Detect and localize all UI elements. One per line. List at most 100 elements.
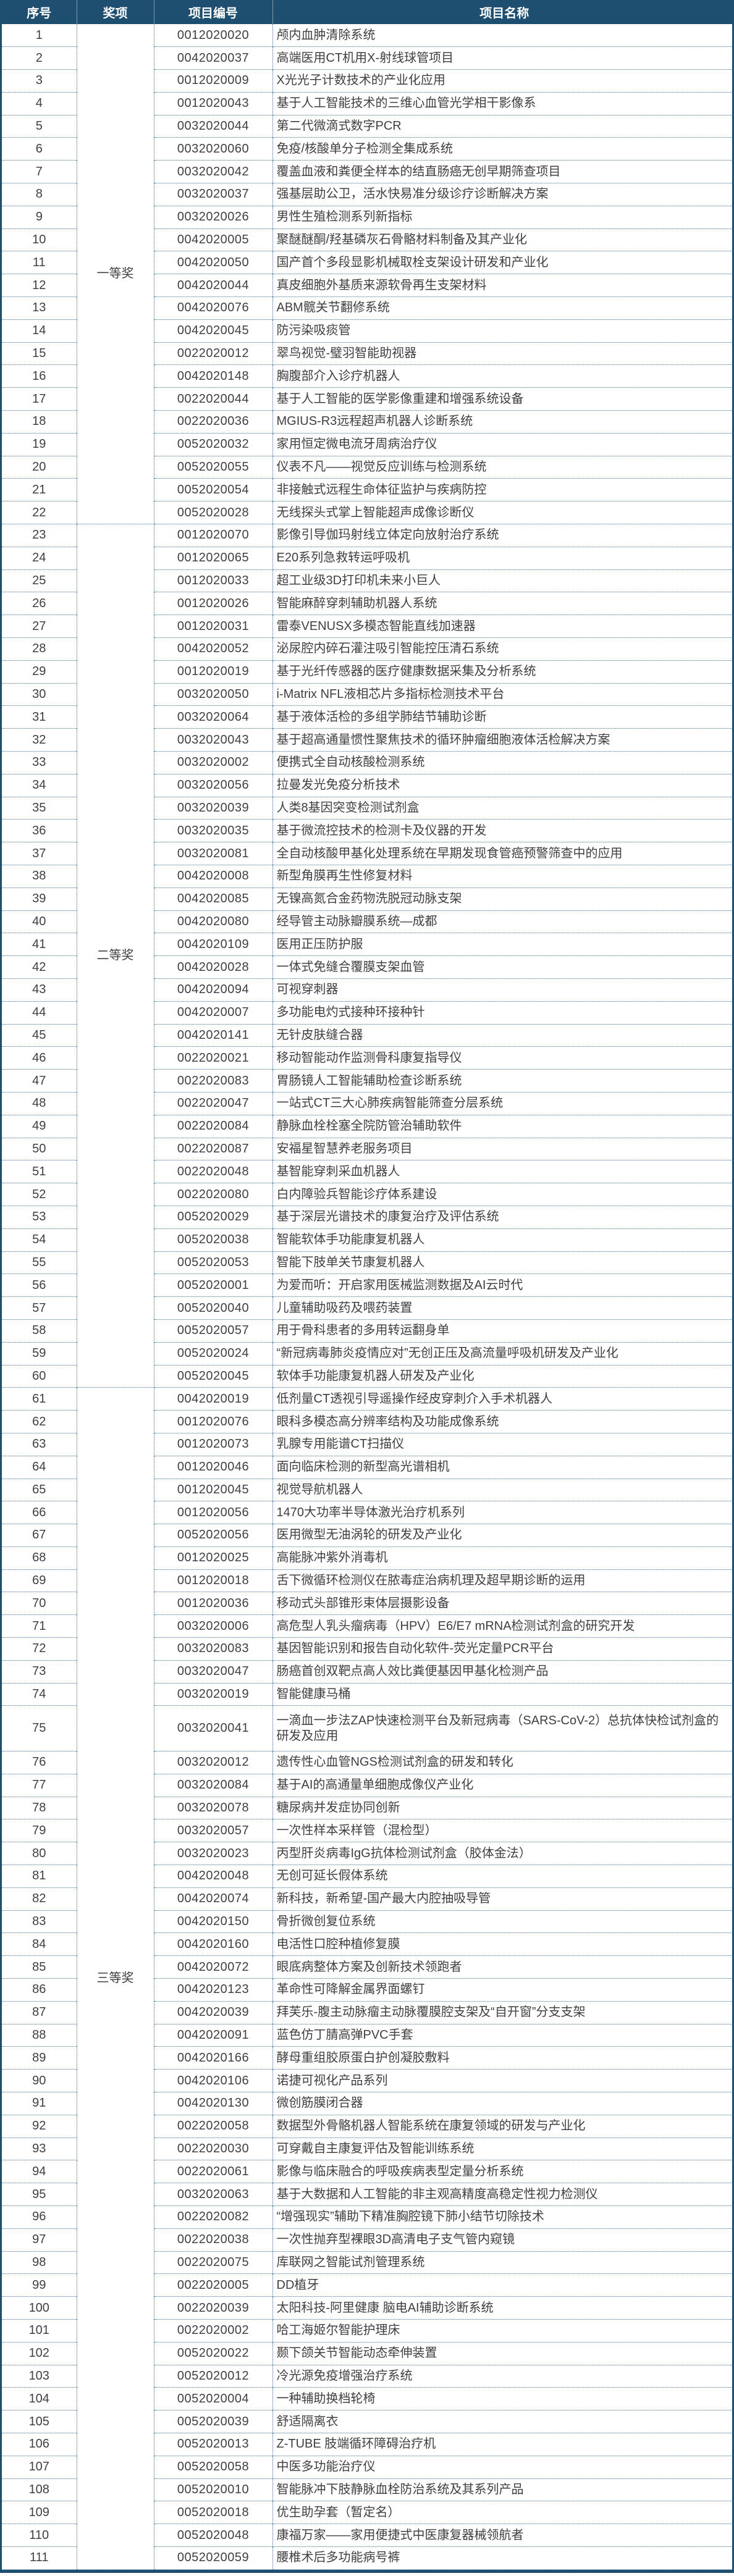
header-code: 项目编号 [153, 0, 272, 24]
table-row: 3 0012020009 X光光子计数技术的产业化应用 [2, 69, 734, 93]
table-row: 13 0042020076 ABM髋关节翻修系统 [2, 296, 734, 320]
project-name-cell: 真皮细胞外基质来源软骨再生支架材料 [272, 274, 734, 298]
table-row: 18 0022020036 MGIUS-R3远程超声机器人诊断系统 [2, 410, 734, 434]
serial-cell: 58 [2, 1319, 77, 1343]
project-code-cell: 0052020059 [153, 2546, 272, 2570]
project-name-cell: 一种辅助换档轮椅 [272, 2387, 734, 2411]
table-row: 56 0052020001 为爱而听：开启家用医械监测数据及AI云时代 [2, 1273, 734, 1298]
serial-cell: 96 [2, 2205, 77, 2229]
serial-cell: 78 [2, 1797, 77, 1820]
serial-cell: 13 [2, 296, 77, 320]
table-row: 80 0032020023 丙型肝炎病毒IgG抗体检测试剂盒（胶体金法） [2, 1842, 734, 1866]
award-group-cell: 一等奖 [76, 24, 154, 525]
table-row: 49 0022020084 静脉血栓栓塞全院防管治辅助软件 [2, 1115, 734, 1138]
project-name-cell: 医用微型无油涡轮的研发及产业化 [272, 1524, 734, 1547]
table-row: 71 0032020006 高危型人乳头瘤病毒（HPV）E6/E7 mRNA检测试剂… [2, 1614, 734, 1638]
table-row: 87 0042020039 拜芙乐-腹主动脉瘤主动脉覆膜腔支架及“自开窗”分支支架 [2, 2001, 734, 2024]
project-code-cell: 0042020019 [153, 1387, 272, 1411]
serial-cell: 38 [2, 865, 77, 888]
project-code-cell: 0012020033 [153, 569, 272, 593]
table-row: 100 0022020039 太阳科技-阿里健康 脑电AI辅助诊断系统 [2, 2296, 734, 2320]
project-code-cell: 0042020141 [153, 1024, 272, 1047]
project-name-cell: 移动智能动作监测骨科康复指导仪 [272, 1046, 734, 1070]
serial-cell: 32 [2, 728, 77, 752]
project-name-cell: 一滴血一步法ZAP快速检测平台及新冠病毒（SARS-CoV-2）总抗体快检试剂盒… [272, 1705, 734, 1752]
serial-cell: 41 [2, 933, 77, 957]
project-name-cell: 颅内血肿清除系统 [272, 24, 734, 48]
project-name-cell: 酵母重组胶原蛋白护创凝胶敷料 [272, 2046, 734, 2070]
project-name-cell: 无创可延长假体系统 [272, 1865, 734, 1888]
project-code-cell: 0052020004 [153, 2387, 272, 2411]
award-group-cell: 三等奖 [76, 1387, 154, 2570]
project-code-cell: 0022020080 [153, 1183, 272, 1206]
project-code-cell: 0032020060 [153, 137, 272, 161]
project-code-cell: 0042020007 [153, 1001, 272, 1025]
table-row: 88 0042020091 蓝色仿丁腈高弹PVC手套 [2, 2024, 734, 2047]
table-row: 39 0042020085 无镍高氮合金药物洗脱冠动脉支架 [2, 887, 734, 911]
table-row: 34 0032020056 拉曼发光免疫分析技术 [2, 774, 734, 797]
project-name-cell: “增强现实”辅助下精准胸腔镜下肺小结节切除技术 [272, 2205, 734, 2229]
table-row: 36 0032020035 基于微流控技术的检测卡及仪器的开发 [2, 819, 734, 843]
project-name-cell: 安福星智慧养老服务项目 [272, 1138, 734, 1161]
project-code-cell: 0032020063 [153, 2183, 272, 2206]
project-code-cell: 0012020076 [153, 1410, 272, 1433]
project-code-cell: 0042020045 [153, 319, 272, 343]
serial-cell: 76 [2, 1751, 77, 1774]
project-name-cell: 软体手功能康复机器人研发及产业化 [272, 1365, 734, 1388]
serial-cell: 110 [2, 2524, 77, 2547]
table-row: 37 0032020081 全自动核酸甲基化处理系统在早期发现食管癌预警筛查中的应用 [2, 842, 734, 865]
table-row: 76 0032020012 遗传性心血管NGS检测试剂盒的研发和转化 [2, 1751, 734, 1774]
project-code-cell: 0052020045 [153, 1365, 272, 1388]
project-code-cell: 0042020150 [153, 1910, 272, 1934]
serial-cell: 24 [2, 547, 77, 570]
project-code-cell: 0012020020 [153, 24, 272, 48]
serial-cell: 37 [2, 842, 77, 865]
project-name-cell: 1470大功率半导体激光治疗机系列 [272, 1501, 734, 1525]
table-row: 32 0032020043 基于超高通量惯性聚焦技术的循环肿瘤细胞液体活检解决方案 [2, 728, 734, 752]
project-code-cell: 0052020029 [153, 1206, 272, 1229]
project-code-cell: 0042020148 [153, 364, 272, 388]
table-row: 25 0012020033 超工业级3D打印机未来小巨人 [2, 569, 734, 593]
project-name-cell: 舒适隔离衣 [272, 2410, 734, 2433]
project-code-cell: 0042020039 [153, 2001, 272, 2024]
serial-cell: 85 [2, 1955, 77, 1979]
project-name-cell: DD植牙 [272, 2273, 734, 2297]
serial-cell: 34 [2, 774, 77, 797]
table-row: 70 0012020036 移动式头部锥形束体层摄影设备 [2, 1592, 734, 1616]
project-code-cell: 0032020044 [153, 115, 272, 138]
project-name-cell: 视觉导航机器人 [272, 1479, 734, 1502]
project-name-cell: 基于光纤传感器的医疗健康数据采集及分析系统 [272, 660, 734, 684]
project-name-cell: 颞下颌关节智能动态牵伸装置 [272, 2342, 734, 2365]
table-row: 65 0012020045 视觉导航机器人 [2, 1479, 734, 1502]
project-code-cell: 0042020044 [153, 274, 272, 298]
table-row: 92 0022020058 数据型外骨骼机器人智能系统在康复领域的研发与产业化 [2, 2115, 734, 2138]
serial-cell: 100 [2, 2296, 77, 2320]
project-code-cell: 0022020075 [153, 2251, 272, 2275]
project-name-cell: 舌下微循环检测仪在脓毒症治病机理及超早期诊断的运用 [272, 1569, 734, 1593]
serial-cell: 86 [2, 1978, 77, 2002]
project-name-cell: 家用恒定微电流牙周病治疗仪 [272, 433, 734, 456]
table-row: 31 0032020064 基于液体活检的多组学肺结节辅助诊断 [2, 705, 734, 729]
serial-cell: 97 [2, 2228, 77, 2252]
project-code-cell: 0032020084 [153, 1774, 272, 1797]
table-row: 35 0032020039 人类8基因突变检测试剂盒 [2, 797, 734, 820]
project-code-cell: 0012020018 [153, 1569, 272, 1593]
header-serial: 序号 [2, 0, 77, 24]
project-code-cell: 0032020035 [153, 819, 272, 843]
project-code-cell: 0022020087 [153, 1138, 272, 1161]
serial-cell: 64 [2, 1456, 77, 1479]
serial-cell: 47 [2, 1069, 77, 1093]
project-name-cell: 康福万家——家用便捷式中医康复器械领航者 [272, 2524, 734, 2547]
project-name-cell: 医用正压防护服 [272, 933, 734, 957]
serial-cell: 93 [2, 2138, 77, 2161]
project-name-cell: 一次性样本采样管（混检型） [272, 1819, 734, 1843]
table-row: 81 0042020048 无创可延长假体系统 [2, 1865, 734, 1888]
table-row: 51 0022020048 基智能穿刺采血机器人 [2, 1160, 734, 1184]
table-row: 53 0052020029 基于深层光谱技术的康复治疗及评估系统 [2, 1206, 734, 1229]
serial-cell: 48 [2, 1092, 77, 1115]
project-code-cell: 0032020057 [153, 1819, 272, 1843]
project-code-cell: 0032020043 [153, 728, 272, 752]
serial-cell: 70 [2, 1592, 77, 1616]
serial-cell: 7 [2, 160, 77, 184]
serial-cell: 71 [2, 1614, 77, 1638]
